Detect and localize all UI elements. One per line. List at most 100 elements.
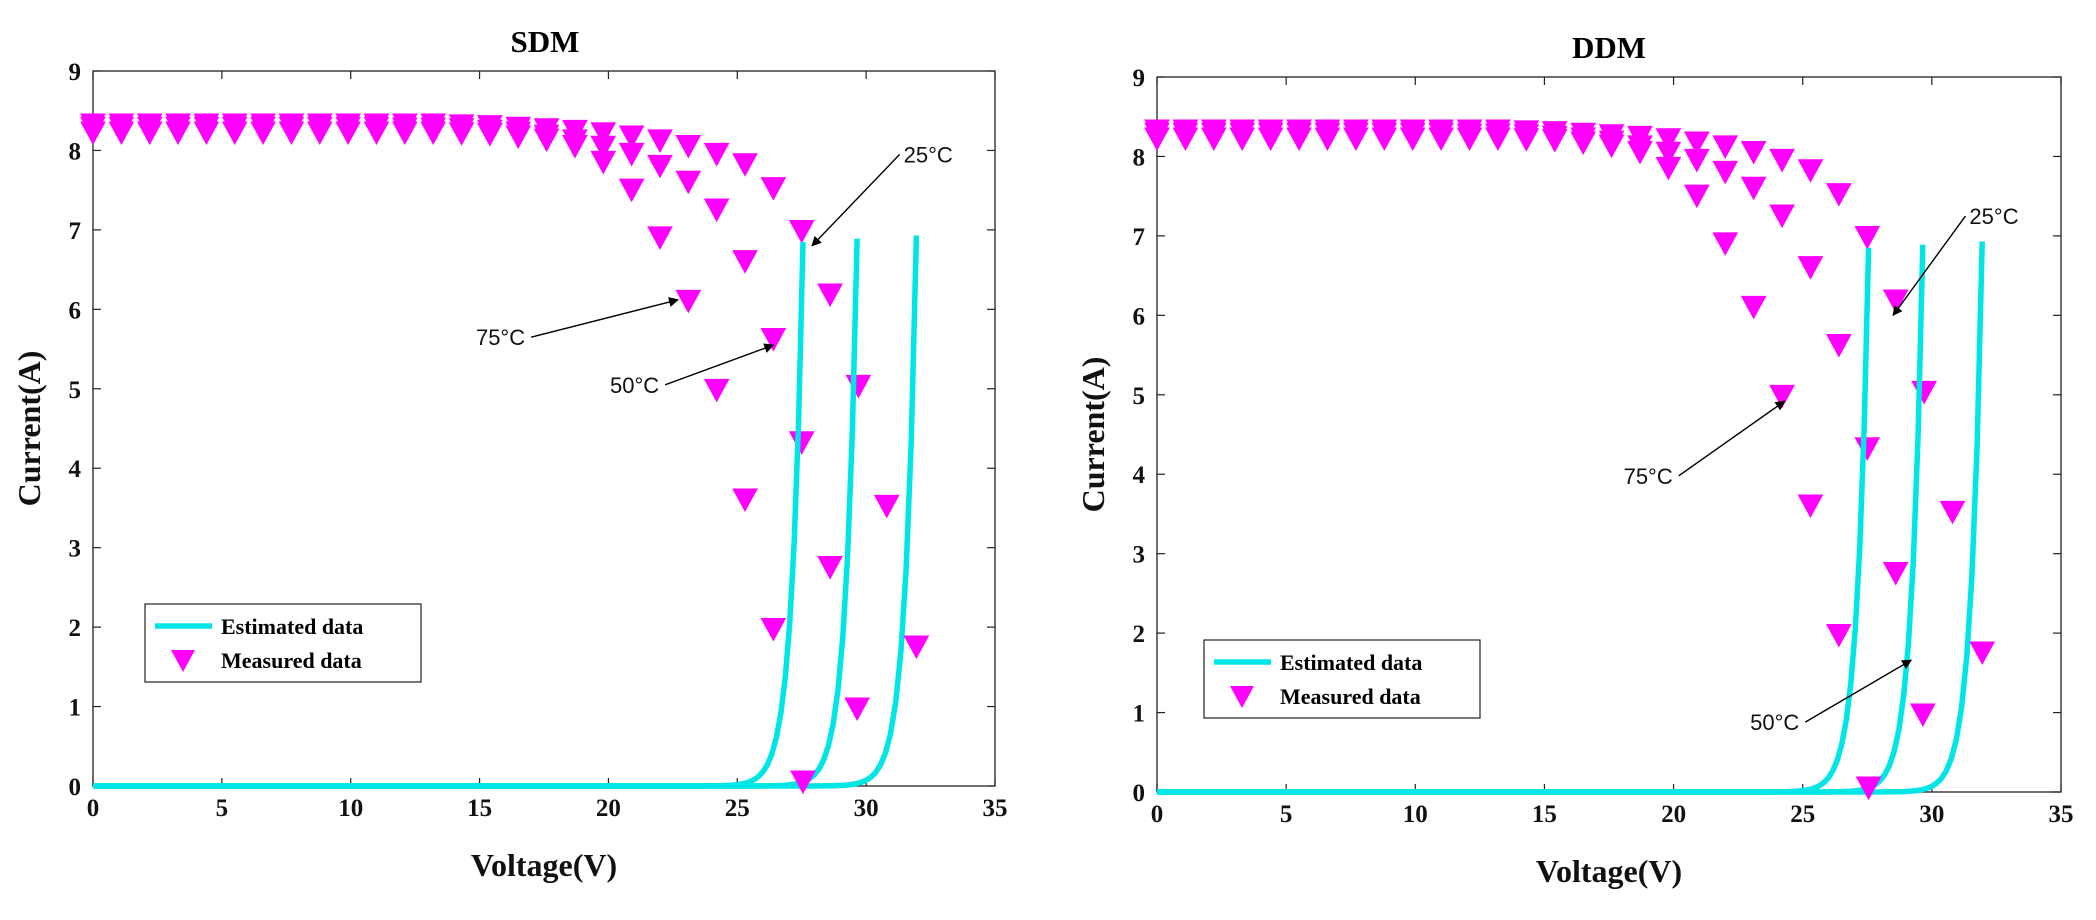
measured-point: [1513, 128, 1540, 152]
legend-entry-measured: Measured data: [1280, 684, 1421, 709]
measured-point: [1712, 135, 1739, 159]
measured-point: [618, 178, 645, 203]
annotation-label: 25°C: [1969, 204, 2018, 229]
measured-point: [1740, 140, 1767, 165]
measured-point: [80, 121, 106, 146]
measured-point: [590, 135, 617, 160]
annotation-arrow: [1892, 215, 1967, 317]
measured-point: [505, 125, 532, 149]
y-tick-label: 8: [69, 138, 82, 165]
x-tick-label: 5: [1280, 801, 1293, 828]
measured-point: [1314, 127, 1341, 152]
legend: Estimated data Measured data: [144, 603, 422, 683]
measured-point: [1826, 183, 1852, 207]
measured-point: [562, 134, 588, 159]
measured-point: [873, 494, 900, 519]
annotation-label: 75°C: [1624, 464, 1673, 489]
measured-point: [675, 289, 702, 314]
measured-point: [1144, 127, 1170, 152]
measured-point: [1200, 127, 1227, 152]
y-tick-label: 2: [69, 615, 82, 642]
measured-point: [1456, 127, 1483, 152]
measured-point: [108, 121, 135, 146]
x-tick-label: 30: [854, 795, 879, 822]
measured-point: [193, 121, 220, 146]
legend-marker-swatch: [171, 650, 195, 672]
annotation-arrow: [811, 153, 901, 247]
x-tick-label: 30: [1919, 801, 1944, 828]
measured-point: [817, 283, 843, 308]
measured-point: [1826, 623, 1852, 648]
measured-point: [1683, 184, 1710, 209]
y-tick-label: 5: [69, 377, 82, 404]
measured-point: [1286, 127, 1312, 152]
measured-point: [1541, 129, 1568, 153]
measured-point: [1172, 127, 1199, 152]
y-tick-label: 7: [1133, 224, 1146, 251]
measured-point: [1712, 232, 1739, 256]
measured-point: [1655, 156, 1682, 181]
measured-point: [448, 122, 475, 146]
measured-point: [760, 617, 787, 642]
measured-point: [1939, 500, 1966, 525]
measured-point: [1257, 127, 1284, 152]
y-axis-label: Current(A): [1075, 357, 1111, 513]
measured-point: [675, 134, 702, 159]
measured-point: [844, 697, 870, 721]
measured-point: [790, 770, 816, 795]
measured-point: [278, 121, 305, 146]
measured-point: [1854, 225, 1881, 250]
annotation-label: 25°C: [904, 142, 953, 167]
x-tick-label: 20: [1661, 801, 1686, 828]
y-tick-label: 0: [69, 774, 82, 801]
annotation-label: 50°C: [1750, 710, 1799, 735]
y-tick-label: 6: [1133, 303, 1146, 330]
measured-point: [1627, 140, 1653, 165]
measured-point: [1655, 128, 1682, 152]
y-tick-label: 3: [69, 536, 82, 563]
chart-title: DDM: [1572, 30, 1646, 65]
measured-point: [647, 226, 673, 250]
annotation-arrow: [664, 343, 775, 386]
measured-point: [477, 123, 503, 147]
measured-point: [1882, 562, 1909, 586]
y-tick-label: 4: [69, 456, 82, 483]
measured-point: [618, 142, 645, 167]
measured-point: [420, 121, 447, 146]
measured-point: [335, 121, 361, 146]
measured-point: [1399, 127, 1426, 152]
measured-point: [1740, 176, 1767, 201]
legend-box: [1203, 639, 1481, 719]
measured-point: [1769, 148, 1795, 173]
measured-point: [1797, 256, 1824, 280]
y-tick-label: 1: [1133, 701, 1146, 728]
y-axis-label: Current(A): [11, 351, 47, 507]
measured-point: [590, 122, 617, 146]
x-tick-label: 10: [338, 795, 363, 822]
x-axis-label: Voltage(V): [1536, 853, 1682, 889]
y-tick-label: 9: [69, 59, 82, 86]
annotation-arrow: [1804, 659, 1913, 723]
estimated-line-75c: [1157, 247, 1872, 795]
measured-point: [590, 150, 617, 175]
measured-point: [675, 170, 702, 195]
y-tick-label: 6: [69, 297, 82, 324]
measured-point: [732, 153, 758, 177]
y-tick-label: 7: [69, 218, 82, 245]
y-tick-label: 2: [1133, 621, 1146, 648]
series-75c: [1144, 127, 1882, 801]
annotation-label: 50°C: [610, 373, 659, 398]
measured-point: [165, 121, 191, 146]
x-tick-label: 25: [1790, 801, 1815, 828]
measured-point: [732, 250, 758, 274]
measured-point: [703, 378, 730, 403]
measured-point: [760, 177, 787, 201]
measured-point: [760, 328, 787, 352]
legend-entry-estimated: Estimated data: [1280, 650, 1422, 675]
y-tick-label: 1: [69, 695, 82, 722]
measured-point: [1683, 131, 1710, 155]
legend: Estimated data Measured data: [1203, 639, 1481, 719]
x-tick-label: 5: [216, 795, 229, 822]
measured-point: [1683, 148, 1710, 173]
measured-point: [1969, 641, 1996, 666]
